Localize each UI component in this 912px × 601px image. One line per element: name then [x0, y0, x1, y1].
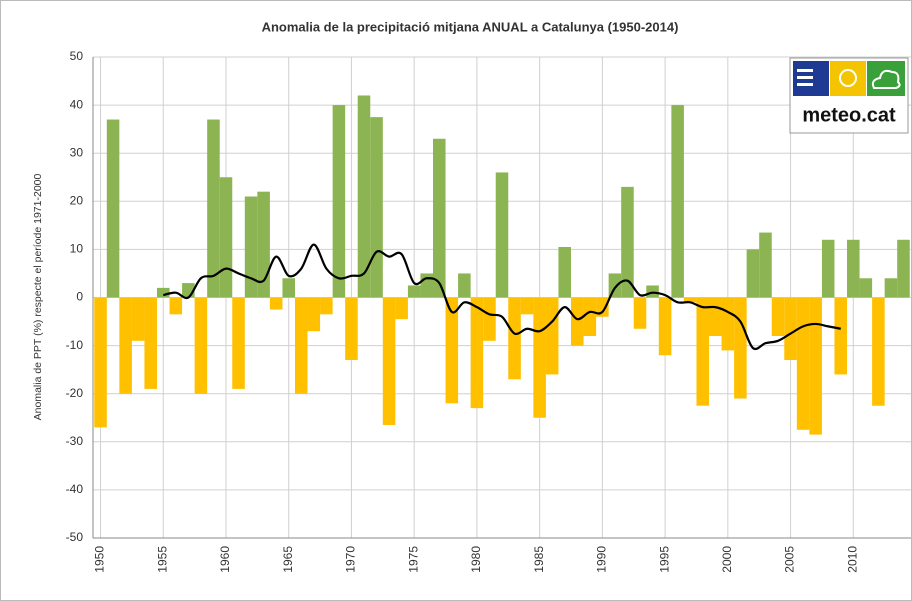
bar — [282, 278, 295, 298]
bar — [897, 239, 910, 298]
x-tick-label: 1950 — [93, 546, 107, 573]
bar — [495, 172, 509, 298]
bar — [407, 285, 421, 298]
bar — [796, 297, 810, 430]
bar — [345, 297, 358, 361]
logo-stripe — [797, 83, 813, 86]
bar — [847, 239, 860, 298]
y-tick-label: 0 — [76, 290, 83, 304]
bar — [621, 186, 634, 298]
bar — [445, 297, 459, 404]
bar — [320, 297, 333, 315]
bar — [872, 297, 885, 406]
y-tick-label: -20 — [66, 386, 84, 400]
trend-line — [163, 243, 841, 351]
x-tick-label: 1980 — [469, 546, 483, 573]
bar — [671, 105, 684, 298]
bar — [683, 297, 697, 303]
y-tick-label: 10 — [70, 242, 84, 256]
bar — [533, 297, 546, 418]
bar — [809, 297, 822, 435]
bar — [257, 191, 270, 298]
logo-stripe — [797, 69, 813, 72]
y-tick-label: -50 — [66, 530, 84, 544]
x-tick-label: 1975 — [406, 546, 420, 573]
y-tick-label: -40 — [66, 482, 84, 496]
bar — [571, 297, 584, 346]
logo: meteo.cat — [789, 57, 909, 134]
bar — [269, 297, 283, 310]
bar — [332, 105, 346, 298]
bar — [370, 117, 383, 298]
x-tick-label: 1970 — [344, 546, 358, 573]
bar — [458, 273, 471, 298]
bar — [784, 297, 797, 361]
bar — [746, 249, 760, 298]
bar — [508, 297, 521, 380]
bar — [432, 138, 446, 298]
bar — [156, 287, 170, 298]
y-axis-label: Anomalia de PPT (%) respecte el període … — [32, 173, 44, 420]
bar — [294, 297, 308, 394]
bar — [119, 297, 132, 394]
y-tick-label: 20 — [70, 193, 84, 207]
x-tick-label: 1990 — [595, 546, 609, 573]
bar — [382, 297, 396, 425]
bar — [395, 297, 408, 320]
bar — [734, 297, 747, 399]
bar — [94, 297, 107, 428]
chart-title: Anomalia de la precipitació mitjana ANUA… — [262, 19, 679, 34]
bar — [821, 239, 835, 298]
x-tick-label: 2010 — [845, 546, 859, 573]
bar — [357, 95, 371, 298]
bar — [545, 297, 559, 375]
logo-stripe — [797, 76, 813, 79]
bar — [558, 246, 572, 298]
bar — [633, 297, 647, 329]
bar — [646, 285, 659, 298]
bar — [207, 119, 220, 298]
bar — [596, 297, 609, 317]
x-tick-label: 1960 — [218, 546, 232, 573]
bar — [244, 196, 258, 298]
bar — [420, 273, 433, 298]
logo-yellow — [830, 61, 866, 96]
bar — [583, 297, 597, 336]
bar — [194, 297, 208, 394]
y-tick-label: -10 — [66, 338, 84, 352]
y-tick-label: 50 — [70, 49, 84, 63]
bar — [483, 297, 496, 341]
y-tick-label: -30 — [66, 434, 84, 448]
bar — [232, 297, 245, 389]
bar — [884, 278, 898, 298]
bar — [759, 232, 772, 298]
bar — [709, 297, 722, 336]
bar — [144, 297, 157, 389]
bar — [169, 297, 183, 315]
bar — [219, 177, 233, 298]
bar — [106, 119, 120, 298]
logo-sun — [839, 69, 857, 87]
bar — [696, 297, 710, 406]
bar — [470, 297, 484, 409]
logo-text: meteo.cat — [802, 104, 896, 126]
bar — [834, 297, 848, 375]
y-tick-label: 40 — [70, 97, 84, 111]
bar — [721, 297, 735, 351]
y-tick-label: 30 — [70, 145, 84, 159]
bar — [307, 297, 321, 332]
x-tick-label: 2005 — [783, 546, 797, 573]
bar — [520, 297, 534, 315]
x-tick-label: 2000 — [720, 546, 734, 573]
bar — [131, 297, 145, 341]
x-tick-label: 1965 — [281, 546, 295, 573]
bar — [771, 297, 785, 336]
logo-cloud — [871, 69, 901, 89]
x-tick-label: 1985 — [532, 546, 546, 573]
x-tick-label: 1995 — [657, 546, 671, 573]
x-tick-label: 1955 — [155, 546, 169, 573]
bar — [658, 297, 672, 356]
bar — [859, 278, 873, 298]
